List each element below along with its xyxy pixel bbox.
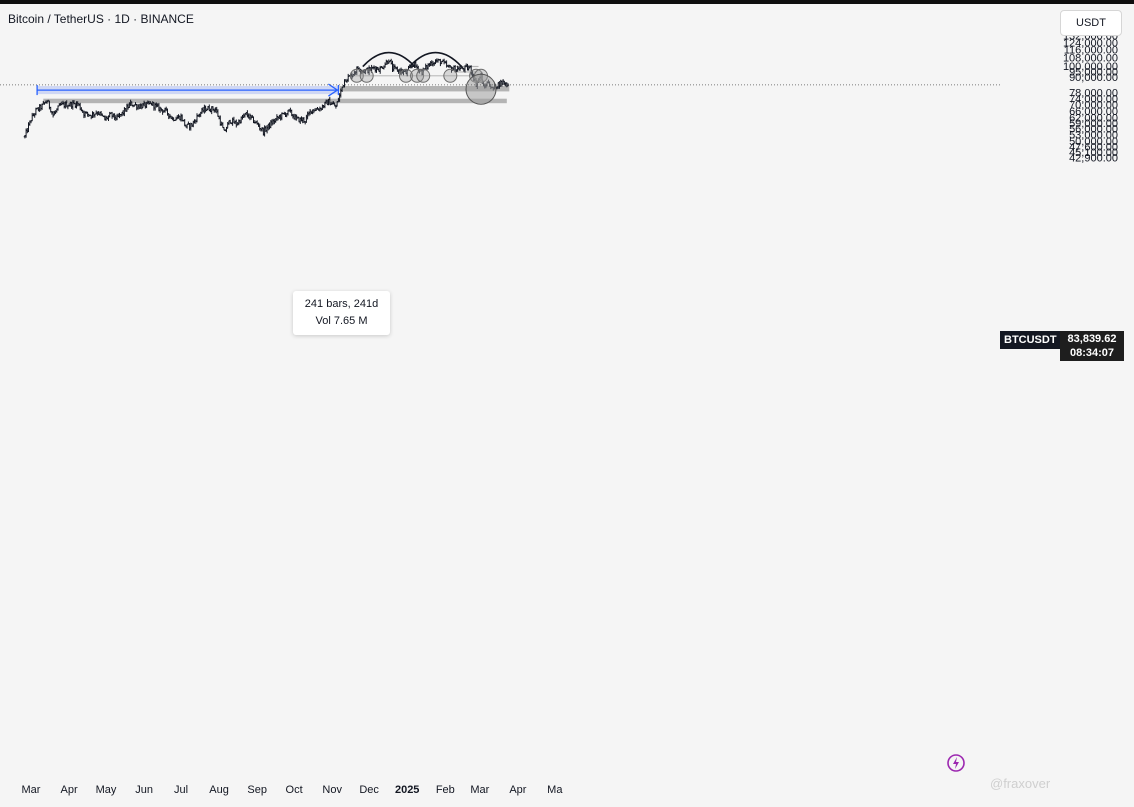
measure-tooltip: 241 bars, 241d Vol 7.65 M [293, 291, 390, 335]
x-tick-label: Jul [174, 784, 188, 796]
x-axis: Mar Apr May Jun Jul Aug Sep Oct Nov Dec 2025 Feb Mar… [22, 784, 564, 796]
symbol-title[interactable]: Bitcoin / TetherUS · 1D · BINANCE [8, 12, 194, 26]
annotations-layer [0, 51, 1000, 105]
neckline-touch-marker[interactable] [359, 68, 374, 83]
x-tick-label: Sep [247, 784, 267, 796]
x-tick-label: May [96, 784, 117, 796]
x-tick-label: 2025 [395, 784, 419, 796]
measure-layer [36, 83, 340, 97]
y-tick-label: 116,000.00 [1064, 45, 1118, 57]
range-arrow-head [328, 83, 339, 97]
y-tick-label: 50,000.00 [1069, 136, 1118, 148]
y-tick-label: 78,000.00 [1069, 88, 1118, 100]
x-tick-label: Dec [359, 784, 379, 796]
x-tick-label: Jun [135, 784, 153, 796]
neckline-touch-marker[interactable] [349, 68, 364, 83]
support-zone[interactable] [43, 98, 507, 104]
y-tick-label: 74,000.00 [1069, 93, 1118, 105]
y-tick-label: 90,000.00 [1069, 72, 1118, 84]
y-tick-label: 47,600.00 [1069, 141, 1118, 153]
support-zone[interactable] [339, 86, 510, 92]
y-tick-label: 53,000.00 [1069, 130, 1118, 142]
y-tick-label: 42,900.00 [1069, 153, 1118, 165]
support-zone[interactable] [349, 75, 481, 77]
y-tick-label: 95,000.00 [1069, 66, 1118, 78]
x-tick-label: Aug [209, 784, 229, 796]
bar-countdown: 08:34:07 [1069, 347, 1115, 359]
measure-bars-text: 241 bars, 241d [304, 298, 379, 310]
y-axis: 132,000.00124,000.00116,000.00108,000.00… [1063, 31, 1118, 165]
currency-button[interactable]: USDT [1060, 10, 1122, 36]
x-tick-label: Apr [61, 784, 78, 796]
window-top-border [0, 0, 1134, 4]
measure-volume-text: Vol 7.65 M [315, 315, 368, 327]
x-tick-label: Oct [286, 784, 303, 796]
y-tick-label: 70,000.00 [1069, 100, 1118, 112]
peak-arc[interactable] [362, 51, 416, 68]
last-price-label: 83,839.62 08:34:07 [1060, 331, 1124, 361]
y-tick-label: 100,000.00 [1063, 61, 1118, 73]
y-tick-label: 59,000.00 [1069, 118, 1118, 130]
neckline-touch-marker[interactable] [399, 68, 413, 83]
candle [347, 73, 350, 82]
peak-arc[interactable] [408, 51, 463, 68]
x-tick-label: Mar [22, 784, 41, 796]
lightning-icon[interactable] [947, 754, 965, 772]
y-tick-label: 66,000.00 [1069, 106, 1118, 118]
ticker-label: BTCUSDT [1000, 331, 1061, 349]
candle [195, 113, 199, 123]
y-tick-label: 108,000.00 [1063, 53, 1118, 65]
x-tick-label: Ma [547, 784, 563, 796]
watermark: @fraxover [990, 776, 1051, 791]
y-tick-label: 62,000.00 [1069, 113, 1118, 125]
x-tick-label: Nov [322, 784, 342, 796]
neckline-touch-marker[interactable] [416, 68, 431, 83]
candles-layer [23, 58, 510, 139]
x-tick-label: Mar [470, 784, 489, 796]
x-tick-label: Apr [509, 784, 526, 796]
support-zone[interactable] [453, 71, 478, 73]
neckline-touch-marker[interactable] [443, 68, 458, 83]
low-highlight-circle[interactable] [465, 73, 497, 105]
y-tick-label: 56,000.00 [1069, 124, 1118, 136]
last-price-value: 83,839.62 [1067, 333, 1117, 345]
x-tick-label: Feb [436, 784, 455, 796]
y-tick-label: 45,100.00 [1069, 147, 1118, 159]
y-tick-label: 124,000.00 [1063, 38, 1118, 50]
